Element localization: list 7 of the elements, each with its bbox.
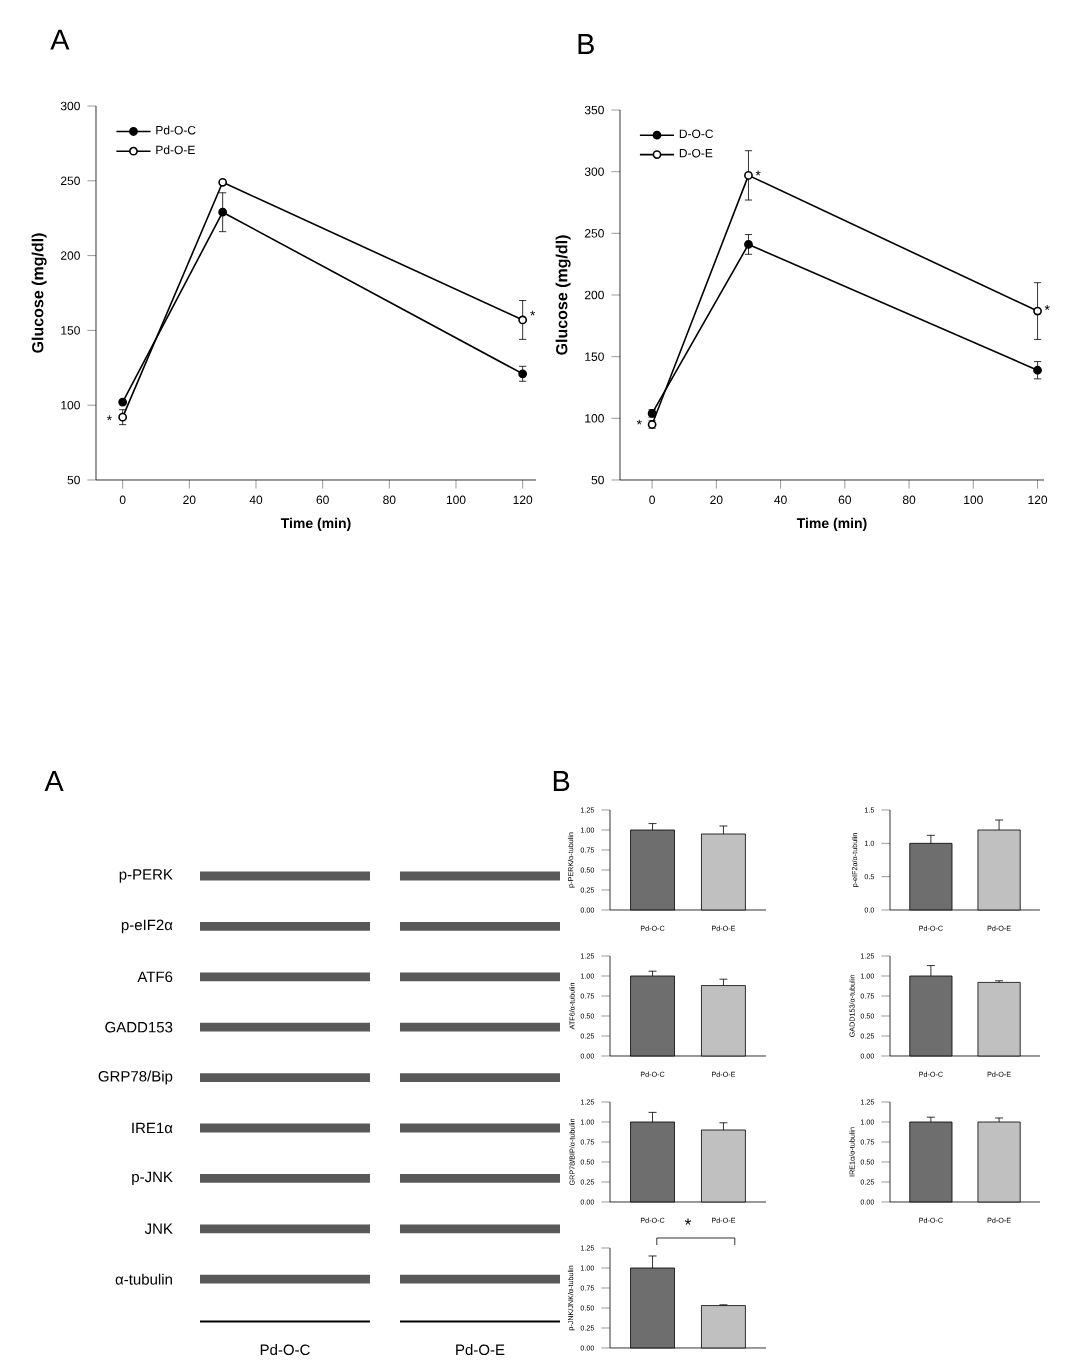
chart-title: B <box>553 771 570 791</box>
y-axis-title: Glucose (mg/dl) <box>555 235 571 355</box>
chart-title: A <box>50 29 70 50</box>
chart-title: B <box>578 34 594 54</box>
text: A <box>44 771 64 791</box>
text: * <box>684 1218 692 1225</box>
y-axis-title: Glucose (mg/dl) <box>31 233 47 353</box>
